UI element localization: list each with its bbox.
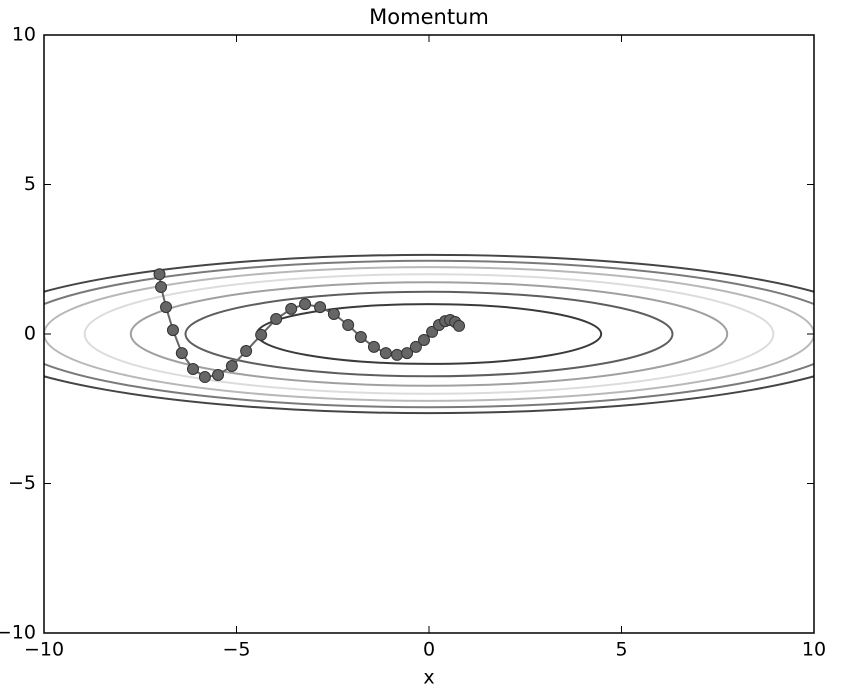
path-point — [342, 319, 355, 332]
path-point — [327, 307, 340, 320]
path-point — [285, 302, 298, 315]
path-point — [391, 348, 404, 361]
path-point — [198, 371, 211, 384]
contour-line — [44, 259, 814, 409]
path-point — [417, 333, 430, 346]
path-point — [212, 368, 225, 381]
path-point — [270, 313, 283, 326]
y-tick-label: −10 — [0, 622, 36, 644]
y-tick-label: −5 — [8, 472, 36, 494]
path-point — [153, 268, 166, 281]
contours — [44, 253, 814, 415]
y-tick-label: 0 — [24, 323, 36, 345]
path-point — [314, 301, 327, 314]
contour-line — [184, 290, 674, 378]
path-point — [166, 324, 179, 337]
path-point — [409, 340, 422, 353]
y-tick-label: 5 — [24, 173, 36, 195]
path-point — [255, 328, 268, 341]
x-tick-label: 0 — [423, 639, 435, 661]
contour-line — [83, 273, 775, 395]
path-point — [299, 298, 312, 311]
path-point — [354, 330, 367, 343]
path-point — [367, 340, 380, 353]
x-tick-label: 10 — [802, 639, 826, 661]
path-point — [160, 301, 173, 314]
marks — [153, 268, 466, 384]
chart-title: Momentum — [369, 5, 489, 29]
x-tick-label: −5 — [222, 639, 250, 661]
path-point — [186, 362, 199, 375]
x-tick-label: −10 — [24, 639, 64, 661]
x-axis-label: x — [423, 667, 434, 689]
path-point — [401, 347, 414, 360]
x-tick-label: 5 — [615, 639, 627, 661]
path-point — [453, 319, 466, 332]
path-point — [155, 281, 168, 294]
contour-line — [129, 281, 729, 387]
y-tick-label: 10 — [12, 24, 36, 46]
contour-line — [44, 266, 814, 402]
path-point — [175, 347, 188, 360]
path-point — [225, 359, 238, 372]
path-point — [240, 345, 253, 358]
path-point — [379, 347, 392, 360]
contour-line — [44, 253, 814, 415]
